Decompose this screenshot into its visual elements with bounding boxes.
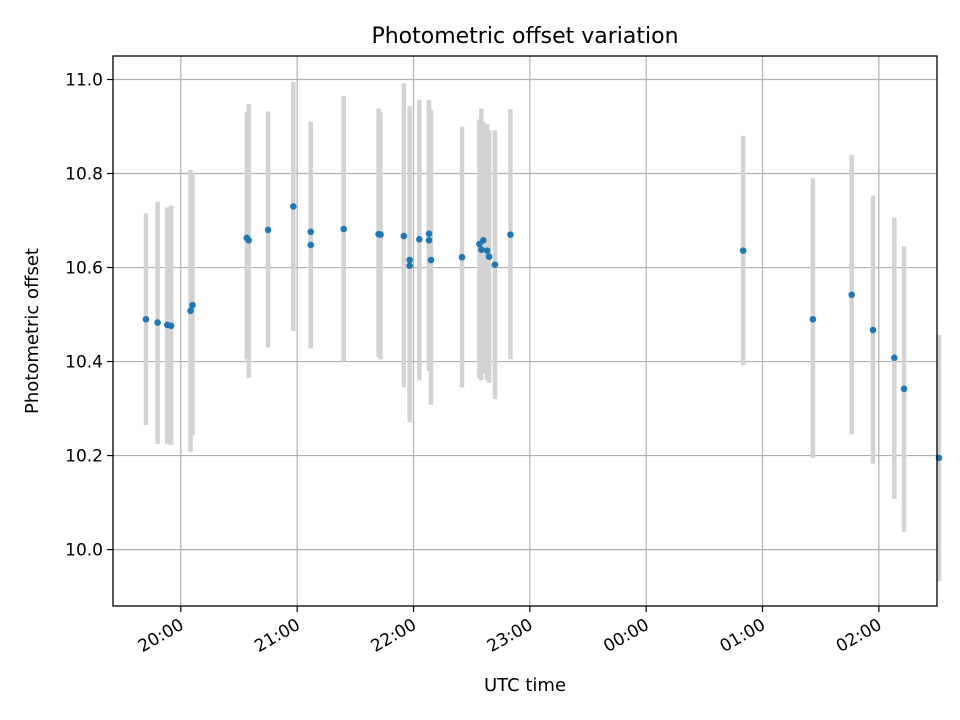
y-tick-label: 10.2 (65, 447, 103, 467)
data-point (290, 203, 297, 210)
data-point (245, 236, 253, 244)
chart-title: Photometric offset variation (371, 24, 678, 49)
x-tick-label: 00:00 (600, 615, 652, 657)
y-tick-label: 10.6 (65, 259, 103, 279)
data-point (848, 291, 855, 299)
x-tick-label: 22:00 (368, 615, 420, 657)
data-point (485, 253, 493, 261)
x-tick-label: 23:00 (484, 615, 536, 657)
data-point (427, 256, 435, 264)
data-point (869, 326, 877, 334)
x-tick-label: 21:00 (251, 615, 303, 657)
x-axis-label: UTC time (484, 675, 566, 696)
x-tick-label: 20:00 (135, 615, 187, 657)
y-axis-ticks: 10.0 10.2 10.4 10.6 10.8 11.0 (65, 71, 113, 561)
y-tick-label: 11.0 (65, 71, 103, 91)
data-point (507, 231, 514, 238)
error-bars (143, 81, 942, 582)
data-point (406, 262, 413, 269)
data-point (478, 246, 485, 253)
y-axis-label: Photometric offset (22, 248, 43, 414)
data-point (900, 385, 908, 393)
x-tick-label: 02:00 (833, 615, 885, 657)
x-axis-ticks: 20:00 21:00 22:00 23:00 00:00 01:00 02:00 (135, 606, 885, 657)
data-point (483, 247, 491, 254)
data-point (480, 236, 487, 244)
data-point (406, 256, 413, 264)
data-point (377, 231, 384, 238)
data-point (167, 322, 175, 330)
y-tick-label: 10.8 (65, 165, 103, 185)
data-point (809, 315, 817, 323)
data-point (491, 261, 499, 269)
data-point (891, 354, 898, 362)
data-point (264, 226, 272, 234)
data-point (739, 247, 747, 254)
data-point (154, 319, 161, 326)
data-point (307, 228, 315, 236)
data-markers (142, 203, 943, 462)
data-point (187, 307, 194, 315)
data-point (189, 301, 196, 309)
data-point (307, 241, 315, 249)
data-point (425, 236, 433, 244)
x-tick-label: 01:00 (717, 615, 769, 657)
data-point (340, 225, 348, 233)
data-point (400, 232, 408, 240)
y-tick-label: 10.4 (65, 353, 103, 373)
data-point (458, 253, 466, 261)
plot-frame (112, 55, 938, 607)
data-point (416, 236, 423, 243)
data-point (142, 315, 150, 323)
data-point (425, 230, 433, 237)
y-tick-label: 10.0 (65, 541, 103, 561)
